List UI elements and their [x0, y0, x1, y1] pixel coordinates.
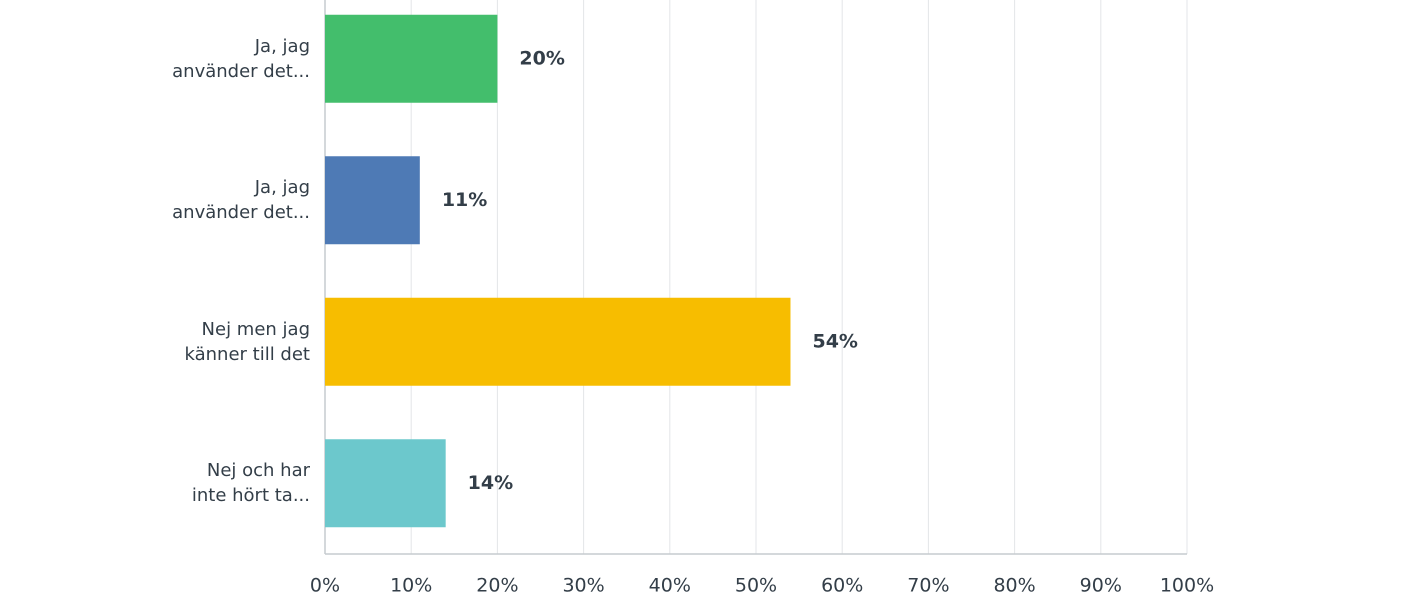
x-tick-label: 20%	[476, 575, 518, 597]
x-tick-label: 80%	[993, 575, 1035, 597]
y-tick-label: Nej och har inte hört ta...	[191, 460, 310, 507]
category-label-box: Ja, jag använder det...	[172, 177, 310, 224]
bar	[325, 297, 791, 386]
bar	[325, 156, 420, 245]
x-tick-label: 30%	[562, 575, 604, 597]
category-label-box: Ja, jag använder det...	[172, 35, 310, 82]
x-tick-label: 40%	[649, 575, 691, 597]
value-label: 54%	[812, 330, 857, 352]
x-tick-label: 60%	[821, 575, 863, 597]
value-label: 14%	[468, 472, 513, 494]
value-label: 20%	[519, 47, 564, 69]
x-tick-label: 100%	[1160, 575, 1214, 597]
y-tick-label: Nej men jag känner till det	[184, 318, 311, 365]
x-tick-label: 90%	[1080, 575, 1122, 597]
x-tick-label: 70%	[907, 575, 949, 597]
x-tick-label: 50%	[735, 575, 777, 597]
y-tick-label: Ja, jag använder det...	[172, 35, 310, 82]
value-label: 11%	[442, 189, 487, 211]
category-label-box: Nej men jag känner till det	[184, 318, 311, 365]
category-label-box: Nej och har inte hört ta...	[191, 460, 310, 507]
y-tick-label: Ja, jag använder det...	[172, 177, 310, 224]
bar	[325, 439, 446, 528]
x-tick-label: 10%	[390, 575, 432, 597]
bar	[325, 14, 498, 103]
x-tick-label: 0%	[310, 575, 340, 597]
